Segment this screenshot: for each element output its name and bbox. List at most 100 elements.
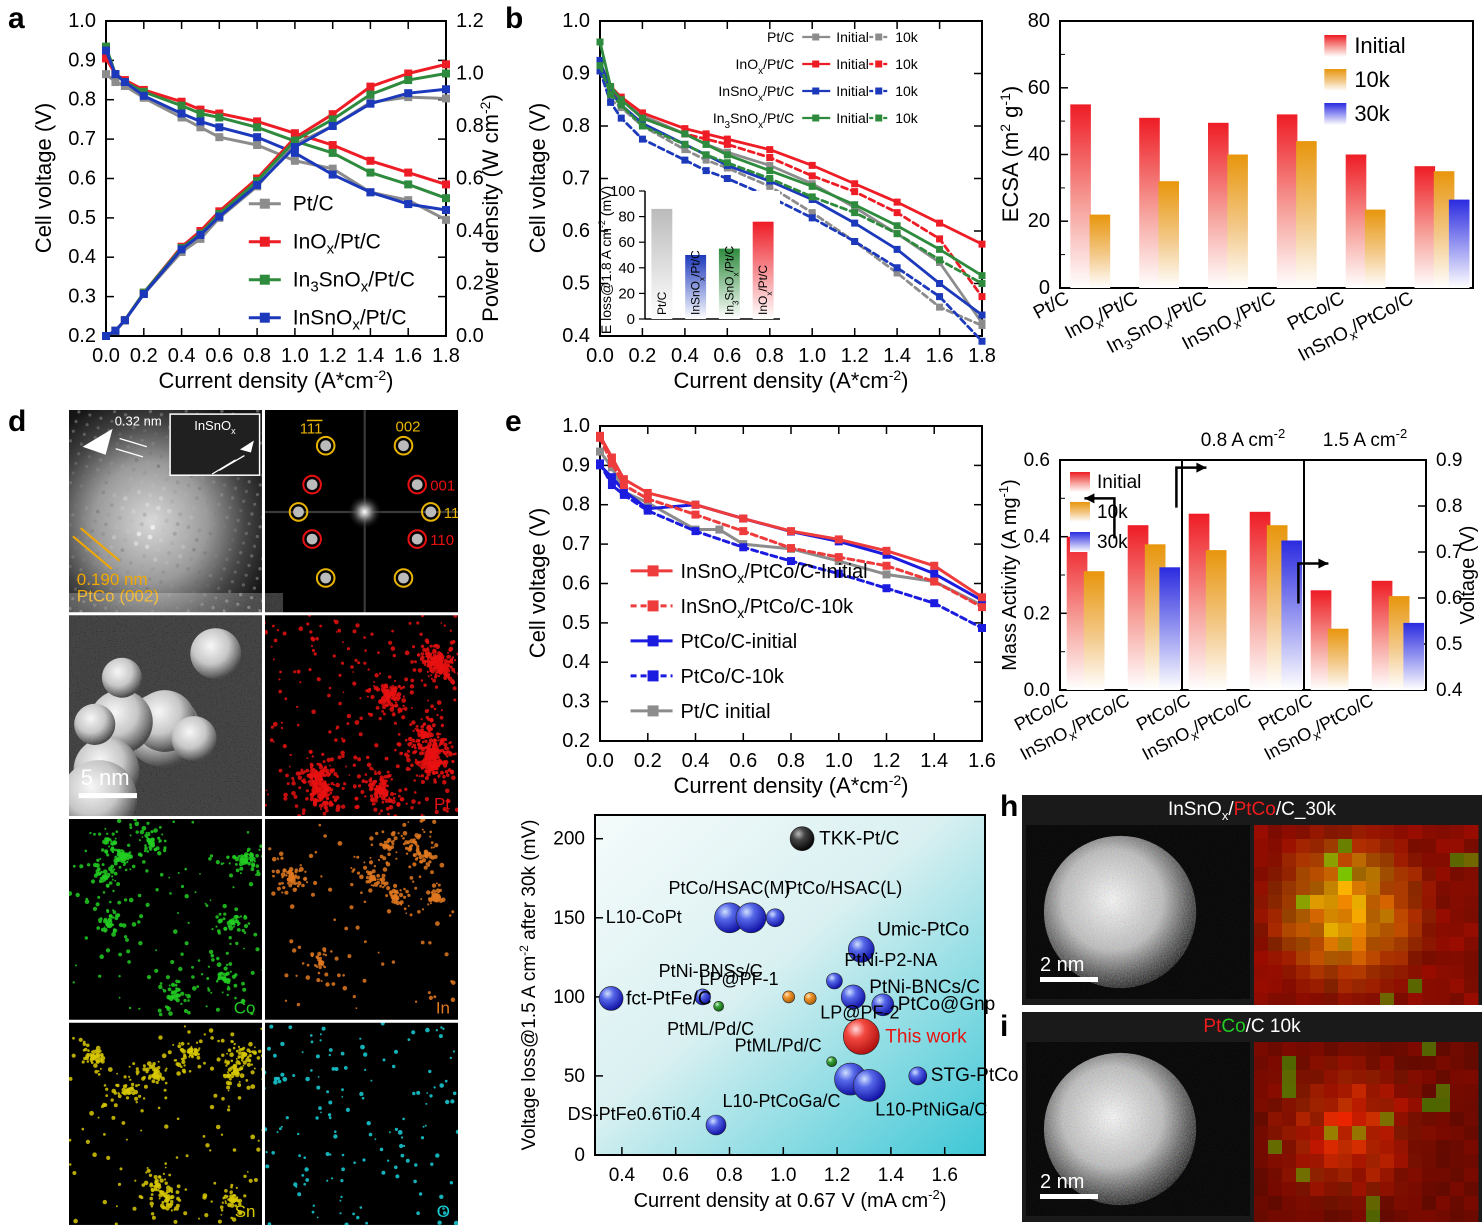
svg-text:0.0: 0.0 <box>456 325 484 347</box>
svg-text:0.8: 0.8 <box>68 89 96 111</box>
svg-text:0.0: 0.0 <box>92 345 120 367</box>
svg-text:PtNi-P2-NA: PtNi-P2-NA <box>844 950 937 970</box>
svg-text:2 nm: 2 nm <box>1040 954 1084 976</box>
svg-text:0.6: 0.6 <box>562 220 590 242</box>
svg-text:1.2: 1.2 <box>319 345 347 367</box>
svg-text:0.9: 0.9 <box>1436 450 1462 471</box>
svg-text:Current density (A*cm-2): Current density (A*cm-2) <box>674 772 909 798</box>
svg-text:0.8: 0.8 <box>562 494 590 516</box>
svg-text:PtML/Pd/C: PtML/Pd/C <box>735 1036 822 1056</box>
svg-text:1.0: 1.0 <box>68 10 96 32</box>
svg-text:1.8: 1.8 <box>432 345 460 367</box>
svg-text:10k: 10k <box>895 29 919 45</box>
svg-text:0.4: 0.4 <box>562 325 590 347</box>
svg-text:PtCo/C-initial: PtCo/C-initial <box>681 631 798 653</box>
svg-text:0.6: 0.6 <box>713 345 741 367</box>
svg-text:Sn: Sn <box>235 1202 256 1221</box>
svg-text:100: 100 <box>553 987 585 1008</box>
svg-text:Current density at 0.67 V (mA: Current density at 0.67 V (mA cm-2) <box>634 1187 947 1212</box>
svg-text:0.0: 0.0 <box>586 345 614 367</box>
svg-text:O: O <box>437 1202 450 1221</box>
svg-text:1.8: 1.8 <box>968 345 996 367</box>
svg-text:Voltage loss@1.5 A cm-2 after: Voltage loss@1.5 A cm-2 after 30k (mV) <box>517 820 540 1151</box>
svg-text:Power density (W cm-2): Power density (W cm-2) <box>477 94 503 322</box>
svg-text:0.9: 0.9 <box>562 454 590 476</box>
svg-text:20: 20 <box>618 285 635 302</box>
svg-text:0.2: 0.2 <box>628 345 656 367</box>
svg-text:L10-PtCoGa/C: L10-PtCoGa/C <box>722 1091 840 1111</box>
svg-text:1.2: 1.2 <box>873 750 901 772</box>
svg-text:Voltage (V): Voltage (V) <box>1457 526 1479 625</box>
svg-text:1.4: 1.4 <box>920 750 948 772</box>
svg-text:0.4: 0.4 <box>609 1165 636 1186</box>
svg-text:0.2: 0.2 <box>1024 603 1050 624</box>
svg-text:Mass Activity (A mg-1): Mass Activity (A mg-1) <box>998 479 1021 671</box>
svg-text:TKK-Pt/C: TKK-Pt/C <box>819 829 899 850</box>
svg-text:1.0: 1.0 <box>456 63 484 85</box>
svg-text:30k: 30k <box>1354 101 1390 126</box>
svg-text:Initial: Initial <box>1097 472 1141 493</box>
svg-text:0: 0 <box>627 311 635 328</box>
svg-text:0.8 A cm-2: 0.8 A cm-2 <box>1201 426 1285 451</box>
svg-text:1.6: 1.6 <box>394 345 422 367</box>
svg-text:60: 60 <box>1028 77 1050 99</box>
svg-text:0.4: 0.4 <box>168 345 196 367</box>
svg-text:0.2: 0.2 <box>634 750 662 772</box>
svg-text:Co: Co <box>234 998 256 1017</box>
svg-text:0.2: 0.2 <box>130 345 158 367</box>
svg-text:PtCo (002): PtCo (002) <box>77 587 159 606</box>
svg-text:0.2: 0.2 <box>68 325 96 347</box>
svg-text:0.6: 0.6 <box>662 1165 688 1186</box>
svg-text:10k: 10k <box>895 83 919 99</box>
svg-text:002: 002 <box>396 419 421 436</box>
svg-text:0.2: 0.2 <box>562 730 590 752</box>
svg-text:1.4: 1.4 <box>883 345 911 367</box>
svg-text:LP@PF-2: LP@PF-2 <box>820 1002 899 1022</box>
svg-text:0.7: 0.7 <box>562 168 590 190</box>
svg-text:0.8: 0.8 <box>777 750 805 772</box>
svg-text:Pt/C: Pt/C <box>293 193 334 216</box>
svg-text:1.2: 1.2 <box>456 10 484 32</box>
svg-text:0.9: 0.9 <box>562 63 590 85</box>
svg-text:0.5: 0.5 <box>562 273 590 295</box>
svg-text:In: In <box>436 998 450 1017</box>
svg-text:DS-PtFe0.6Ti0.4: DS-PtFe0.6Ti0.4 <box>568 1104 701 1124</box>
svg-text:1.2: 1.2 <box>824 1165 850 1186</box>
svg-text:Pt/C: Pt/C <box>655 291 669 315</box>
svg-text:0.8: 0.8 <box>1436 496 1462 517</box>
svg-text:1.6: 1.6 <box>968 750 996 772</box>
svg-text:InSnOx/PtCo/C-Initial: InSnOx/PtCo/C-Initial <box>681 561 868 586</box>
svg-text:20: 20 <box>1028 210 1050 232</box>
svg-text:PtCo/C-10k: PtCo/C-10k <box>681 666 785 688</box>
svg-text:0.8: 0.8 <box>756 345 784 367</box>
svg-text:0.3: 0.3 <box>68 286 96 308</box>
svg-text:0.6: 0.6 <box>205 345 233 367</box>
svg-text:Current density (A*cm-2): Current density (A*cm-2) <box>159 367 394 393</box>
svg-text:LP@PF-1: LP@PF-1 <box>699 969 778 989</box>
svg-text:Pt/C initial: Pt/C initial <box>681 701 771 723</box>
svg-text:E loss@1.8 A cm-2 (mV): E loss@1.8 A cm-2 (mV) <box>597 186 614 334</box>
svg-text:1.4: 1.4 <box>356 345 384 367</box>
svg-text:0.8: 0.8 <box>716 1165 742 1186</box>
svg-text:STG-PtCo: STG-PtCo <box>931 1065 1019 1086</box>
svg-text:Current density (A*cm-2): Current density (A*cm-2) <box>674 367 909 393</box>
svg-text:1.0: 1.0 <box>770 1165 796 1186</box>
svg-text:1.4: 1.4 <box>878 1165 905 1186</box>
svg-text:0.4: 0.4 <box>1436 680 1463 701</box>
svg-text:0.4: 0.4 <box>562 651 590 673</box>
svg-text:0.6: 0.6 <box>729 750 757 772</box>
svg-text:80: 80 <box>618 209 635 226</box>
svg-text:1.0: 1.0 <box>562 10 590 32</box>
svg-text:0.8: 0.8 <box>243 345 271 367</box>
svg-text:0.4: 0.4 <box>671 345 699 367</box>
svg-text:0.5: 0.5 <box>562 612 590 634</box>
svg-text:1.2: 1.2 <box>841 345 869 367</box>
svg-text:0.5: 0.5 <box>68 207 96 229</box>
svg-text:PtCo@Gnp: PtCo@Gnp <box>898 994 995 1015</box>
svg-text:Umic-PtCo: Umic-PtCo <box>877 919 969 940</box>
svg-text:1.0: 1.0 <box>798 345 826 367</box>
svg-text:Initial: Initial <box>836 110 869 126</box>
svg-text:111: 111 <box>300 421 323 438</box>
svg-text:Cell voltage (V): Cell voltage (V) <box>525 508 550 658</box>
svg-text:0.8: 0.8 <box>562 115 590 137</box>
